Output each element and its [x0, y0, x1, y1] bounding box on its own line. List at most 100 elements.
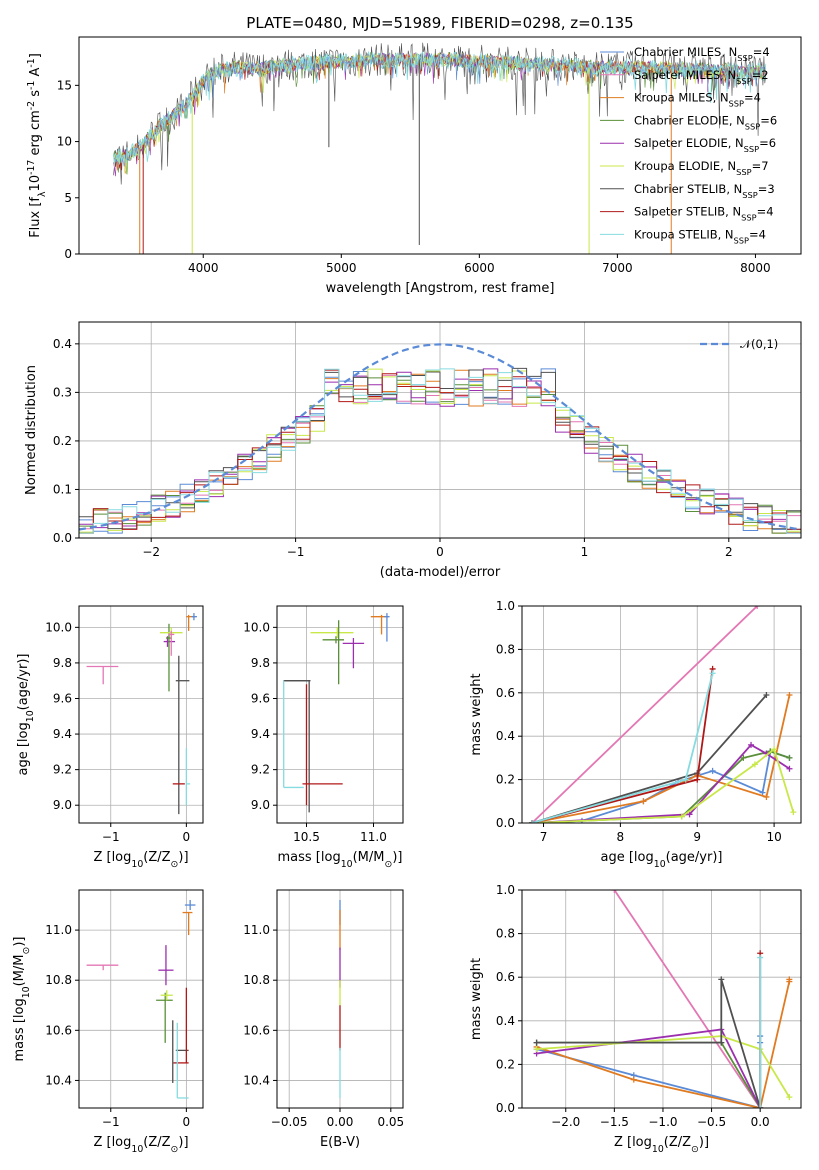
label-span: 10: [654, 859, 666, 870]
weight-marker: [751, 761, 758, 768]
label-span: erg cm: [28, 110, 43, 159]
label-span: Chabrier STELIB, N: [634, 182, 742, 196]
axes-frame: [521, 889, 802, 1109]
weight-marker: [786, 754, 793, 761]
label-span: ⊙: [171, 859, 179, 870]
legend-label: Chabrier MILES, NSSP=4: [634, 45, 770, 63]
y-tick-label: 0.8: [496, 642, 515, 656]
legend-label: Kroupa MILES, NSSP=4: [634, 91, 761, 109]
axes-frame: [276, 605, 404, 824]
x-tick-label: 10: [766, 830, 781, 844]
age_vs_Z-panel: −1 09.09.29.49.69.810.0Z [log10(Z/Z⊙)]age…: [16, 605, 204, 870]
label-span: mass weight: [469, 673, 484, 755]
x-axis-label: Z [log10(Z/Z⊙)]: [93, 850, 188, 870]
label-span: λ: [37, 191, 48, 197]
label-span: ⊙: [171, 1144, 179, 1155]
y-tick-label: 0.2: [496, 1057, 515, 1071]
y-tick-label: 0.6: [496, 686, 515, 700]
weight-marker: [694, 776, 701, 783]
label-span: (Z/Z: [143, 1135, 170, 1150]
y-axis-label: mass weight: [469, 673, 484, 755]
y-tick-label: 0.0: [53, 531, 72, 545]
x-tick-label: 5000: [326, 261, 357, 275]
x-axis-label: Z [log10(Z/Z⊙)]: [614, 1135, 709, 1155]
label-span: Z [log: [93, 850, 131, 865]
x-tick-label: −2: [142, 545, 160, 559]
weight-marker: [682, 776, 689, 783]
histogram-steps: [79, 343, 801, 534]
weight_vs_Z-panel: −2.0 −1.5 −1.0 −0.5 0.0 0.0 0.2 0.4 0.6 0.8 1.0 Z […: [469, 883, 802, 1155]
label-span: Kroupa ELODIE, N: [634, 159, 736, 173]
label-span: =7: [752, 159, 769, 173]
weight-marker: [757, 1105, 764, 1108]
label-span: Chabrier MILES, N: [634, 45, 737, 59]
label-span: SSP: [736, 76, 751, 86]
x-axis-label: E(B-V): [320, 1135, 360, 1150]
y-tick-label: 10.8: [243, 973, 270, 987]
label-span: SSP: [737, 53, 752, 63]
y-tick-label: 10.4: [243, 1073, 270, 1087]
label-span: A: [28, 68, 43, 81]
axes-frame: [78, 605, 204, 824]
label-span: E(B-V): [320, 1135, 360, 1150]
label-span: ⊙: [384, 859, 392, 870]
y-tick-label: 0.8: [496, 927, 515, 941]
x-axis-label: (data-model)/error: [380, 565, 501, 580]
weight-marker: [709, 670, 716, 677]
label-span: 𝒩(0,1): [740, 337, 778, 351]
label-span: ]: [28, 53, 43, 58]
label-span: =6: [759, 136, 776, 150]
x-axis-label: Z [log10(Z/Z⊙)]: [93, 1135, 188, 1155]
label-span: )]: [178, 850, 188, 865]
y-tick-label: 1.0: [496, 883, 515, 897]
label-span: 10: [131, 1144, 143, 1155]
weight-marker: [786, 691, 793, 698]
y-tick-label: 5: [64, 191, 72, 205]
label-span: Chabrier ELODIE, N: [634, 113, 745, 127]
residuals-panel: −2 −1 0 1 2 0.0 0.1 0.2 0.3 0.4 (data-model)/error…: [24, 321, 802, 580]
weight-marker: [786, 765, 793, 772]
y-axis-label: Flux [fλ10-17 erg cm-2 s-1 A-1]: [26, 53, 48, 238]
y-tick-label: 0.2: [496, 773, 515, 787]
label-span: Z [log: [93, 1135, 131, 1150]
legend-label: Salpeter ELODIE, NSSP=6: [634, 136, 776, 154]
weight-marker: [533, 1039, 540, 1046]
label-span: (Z/Z: [664, 1135, 691, 1150]
weight-marker: [528, 820, 535, 823]
x-tick-label: 9: [693, 830, 701, 844]
spectrum-series-line: [113, 52, 767, 167]
x-axis-label: wavelength [Angstrom, rest frame]: [326, 281, 555, 296]
legend-label: Salpeter STELIB, NSSP=4: [634, 205, 774, 223]
x-tick-label: −1: [287, 545, 305, 559]
weight-marker: [640, 798, 647, 805]
label-span: age [log: [601, 850, 654, 865]
weight-marker: [686, 811, 693, 818]
weight-marker: [771, 746, 778, 753]
label-span: 10: [25, 710, 36, 722]
x-tick-label: 10.5: [293, 830, 320, 844]
y-tick-label: 9.6: [251, 691, 270, 705]
label-span: SSP: [736, 167, 751, 177]
x-tick-label: −0.5: [697, 1115, 726, 1129]
weight-marker: [678, 813, 685, 820]
y-tick-label: 10.8: [45, 973, 72, 987]
y-tick-label: 9.6: [53, 691, 72, 705]
label-span: 10: [652, 1144, 664, 1155]
weight-lines: [533, 890, 793, 1108]
age_vs_mass-panel: 10.5 11.0 9.0 9.2 9.4 9.6 9.8 10.0 mass [log10(M…: [243, 605, 404, 870]
y-tick-label: 15: [57, 78, 72, 92]
weight-lines: [528, 606, 797, 823]
histogram-series: [79, 368, 801, 534]
label-span: 10: [21, 986, 32, 998]
weight-marker: [718, 976, 725, 983]
label-span: =4: [744, 91, 761, 105]
label-span: SSP: [745, 121, 760, 131]
axes-frame: [521, 605, 802, 824]
y-tick-label: 0.0: [496, 816, 515, 830]
y-tick-label: 10.6: [45, 1023, 72, 1037]
label-span: wavelength [Angstrom, rest frame]: [326, 281, 555, 296]
y-tick-label: 0.0: [496, 1101, 515, 1115]
weight-series-line: [531, 668, 714, 823]
label-span: SSP: [734, 235, 749, 245]
